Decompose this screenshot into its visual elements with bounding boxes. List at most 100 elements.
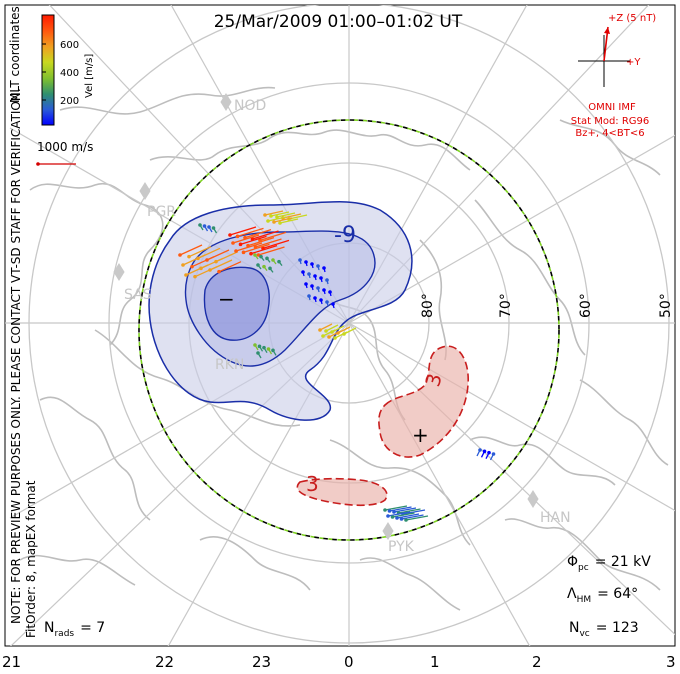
colorbar-label: Vel [m/s]	[84, 54, 95, 98]
vector-origin-32	[272, 220, 276, 224]
vector-origin-92	[207, 225, 211, 229]
velocity-vector-25	[258, 246, 285, 256]
imf-bz: Bz+, 4<BT<6	[575, 128, 644, 139]
vector-origin-82	[390, 515, 395, 519]
negative-cell-center: −	[218, 287, 235, 311]
velocity-vector-1	[188, 246, 212, 258]
positive-cell-center: +	[412, 423, 429, 447]
velocity-vector-5	[182, 254, 206, 266]
velocity-vector-62	[319, 323, 333, 331]
vector-origin-41	[268, 266, 272, 271]
vector-origin-10	[184, 273, 188, 277]
vector-origin-1	[187, 254, 191, 259]
mlt-label-21: 21	[2, 653, 21, 671]
vector-origin-90	[198, 223, 202, 227]
velocity-vector-9	[218, 261, 242, 273]
positive-cells	[296, 345, 469, 507]
vector-origin-67	[321, 334, 325, 338]
positive-cell-tail	[296, 477, 388, 507]
vector-origin-53	[310, 284, 314, 288]
positive-contour-label-upper: 3	[420, 371, 446, 390]
vector-origin-87	[482, 449, 487, 454]
vector-origin-35	[259, 254, 263, 259]
vector-origin-63	[324, 329, 328, 333]
vector-origin-44	[310, 262, 314, 266]
vector-origin-50	[319, 276, 323, 280]
vector-origin-42	[298, 258, 302, 262]
velocity-vector-83	[396, 513, 420, 519]
station-label-pgr: PGR	[147, 204, 176, 220]
velocity-vector-16	[259, 231, 287, 241]
velocity-vector-79	[398, 508, 421, 514]
velocity-vectors	[178, 210, 496, 522]
n-vc: Nvc = 123	[569, 620, 639, 639]
vector-origin-22	[234, 249, 238, 253]
station-marker-han	[527, 490, 539, 508]
mlt-label-2: 2	[532, 653, 542, 671]
station-marker-pyk	[382, 522, 394, 540]
vector-origin-55	[322, 288, 326, 292]
negative-contour-label: -9	[334, 223, 356, 248]
mlt-label-23: 23	[252, 653, 271, 671]
vector-origin-11	[193, 274, 197, 279]
velocity-vector-12	[229, 226, 257, 236]
vector-origin-38	[277, 259, 281, 264]
station-marker-sas	[113, 263, 125, 281]
vector-origin-33	[278, 221, 282, 225]
vector-origin-31	[266, 219, 270, 223]
velocity-vector-26	[264, 210, 284, 216]
velocity-vector-78	[393, 507, 417, 513]
vector-origin-45	[316, 264, 320, 268]
station-label-nod: NOD	[234, 98, 266, 114]
negative-cell-inner-contour	[203, 266, 270, 341]
scale-vector: 1000 m/s	[36, 140, 93, 166]
velocity-vector-76	[384, 505, 408, 511]
imf-stat-mod: Stat Mod: RG96	[571, 116, 650, 127]
vector-origin-49	[313, 274, 317, 278]
vector-origin-56	[328, 290, 332, 294]
vector-origin-24	[249, 251, 253, 256]
positive-cell-dusk	[378, 345, 469, 458]
velocity-vector-17	[232, 234, 260, 244]
vector-origin-40	[262, 264, 266, 269]
velocity-vector-81	[387, 511, 411, 517]
fit-order-note: FitOrder: 8, mapEX format	[24, 480, 38, 638]
latitude-label-80: 80°	[420, 293, 436, 318]
velocity-vector-32	[273, 217, 293, 223]
mlt-label-3: 3	[666, 653, 676, 671]
vector-origin-17	[231, 241, 235, 245]
vector-origin-61	[331, 302, 335, 306]
vector-origin-77	[387, 509, 392, 513]
vector-origin-78	[392, 510, 396, 514]
vector-origin-85	[404, 518, 408, 522]
lambda-hm: ΛHM = 64°	[567, 586, 638, 605]
vector-origin-72	[262, 345, 266, 350]
mlt-axis: 21 22 23 0 1 2 3	[2, 653, 676, 671]
vector-origin-84	[399, 517, 404, 521]
statistics: Φpc = 21 kV ΛHM = 64° Nvc = 123 Nrads = 7	[44, 554, 651, 639]
vector-origin-0	[178, 253, 182, 257]
station-label-rkn: RKN	[215, 357, 244, 373]
vector-origin-12	[228, 233, 232, 237]
vector-origin-46	[322, 266, 326, 270]
latitude-label-60: 60°	[578, 293, 594, 318]
vector-origin-60	[325, 300, 329, 304]
vector-origin-74	[271, 348, 275, 353]
vector-origin-57	[307, 294, 311, 298]
n-rads: Nrads = 7	[44, 620, 105, 639]
velocity-vector-6	[191, 256, 215, 268]
velocity-vector-82	[392, 512, 415, 518]
velocity-vector-0	[179, 244, 203, 256]
velocity-vector-68	[328, 330, 342, 338]
vector-origin-27	[269, 214, 273, 218]
colorbar-tick-600: 600	[60, 40, 79, 51]
vector-origin-58	[313, 296, 317, 300]
scale-vector-label: 1000 m/s	[37, 140, 93, 154]
hm-boundary	[138, 119, 560, 541]
velocity-vector-24	[250, 245, 278, 255]
vector-origin-52	[304, 282, 308, 286]
vector-origin-36	[265, 256, 269, 261]
vector-origin-59	[319, 298, 323, 302]
vector-origin-93	[211, 226, 216, 230]
vector-origin-34	[253, 253, 257, 257]
